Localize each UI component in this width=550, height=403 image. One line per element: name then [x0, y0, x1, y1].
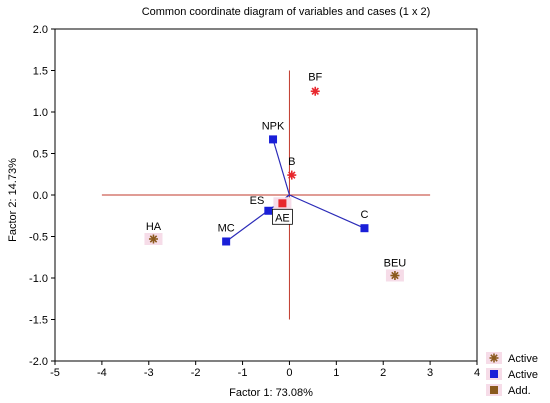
x-axis-label: Factor 1: 73.08%: [229, 387, 313, 399]
y-tick-label: 0.5: [33, 149, 48, 161]
label-bf: BF: [308, 71, 322, 83]
x-tick-label: -1: [238, 367, 248, 379]
y-tick-label: -2.0: [29, 356, 48, 368]
point-es: [264, 206, 273, 215]
x-tick-label: 2: [380, 367, 386, 379]
point-bf: [310, 86, 320, 96]
y-tick-label: 2.0: [33, 24, 48, 36]
point-mc: [222, 237, 231, 246]
label-ha: HA: [146, 221, 162, 233]
label-c: C: [360, 209, 368, 221]
label-es: ES: [250, 195, 265, 207]
point-b: [287, 170, 297, 180]
legend-label: Active: [508, 353, 538, 365]
point-labels: BF B NPK ES MC C AE HA BEU: [146, 71, 406, 269]
legend-star-marker: [489, 353, 499, 363]
label-ae: AE: [275, 212, 290, 224]
vector-line-c: [289, 194, 365, 229]
point-beu: [390, 271, 400, 281]
y-axis-ticks: -2.0 -1.5 -1.0 -0.5 0.0 0.5 1.0 1.5 2.0: [29, 24, 55, 368]
x-tick-label: -3: [144, 367, 154, 379]
y-tick-label: 1.5: [33, 66, 48, 78]
point-c: [360, 224, 369, 233]
x-tick-label: 1: [333, 367, 339, 379]
y-tick-label: 0.0: [33, 190, 48, 202]
legend-label: Add.: [508, 385, 531, 397]
legend-square-marker: [490, 370, 498, 378]
legend-item: Active: [486, 368, 538, 381]
y-tick-label: -0.5: [29, 232, 48, 244]
x-tick-label: 3: [427, 367, 433, 379]
legend: Active Active Add.: [486, 352, 538, 397]
x-tick-label: -5: [50, 367, 60, 379]
legend-label: Active: [508, 369, 538, 381]
y-tick-label: -1.0: [29, 273, 48, 285]
legend-item: Add.: [486, 384, 531, 397]
y-tick-label: -1.5: [29, 315, 48, 327]
label-mc: MC: [218, 222, 235, 234]
chart-title: Common coordinate diagram of variables a…: [142, 6, 431, 18]
label-box-ae: [272, 208, 293, 225]
x-axis-ticks: -5 -4 -3 -2 -1 0 1 2 3 4: [50, 361, 480, 379]
label-npk: NPK: [262, 120, 285, 132]
y-tick-label: 1.0: [33, 107, 48, 119]
legend-item: Active: [486, 352, 538, 365]
x-tick-label: -4: [97, 367, 107, 379]
label-b: B: [288, 156, 295, 168]
label-beu: BEU: [384, 258, 407, 270]
x-tick-label: 4: [474, 367, 480, 379]
x-tick-label: 0: [286, 367, 292, 379]
point-ae: [278, 199, 287, 208]
vector-line-npk: [272, 139, 291, 196]
point-ha: [148, 234, 158, 244]
point-npk: [269, 135, 278, 144]
legend-square-marker: [490, 386, 498, 394]
y-axis-label: Factor 2: 14.73%: [7, 158, 19, 242]
data-points: [144, 86, 404, 282]
x-tick-label: -2: [191, 367, 201, 379]
